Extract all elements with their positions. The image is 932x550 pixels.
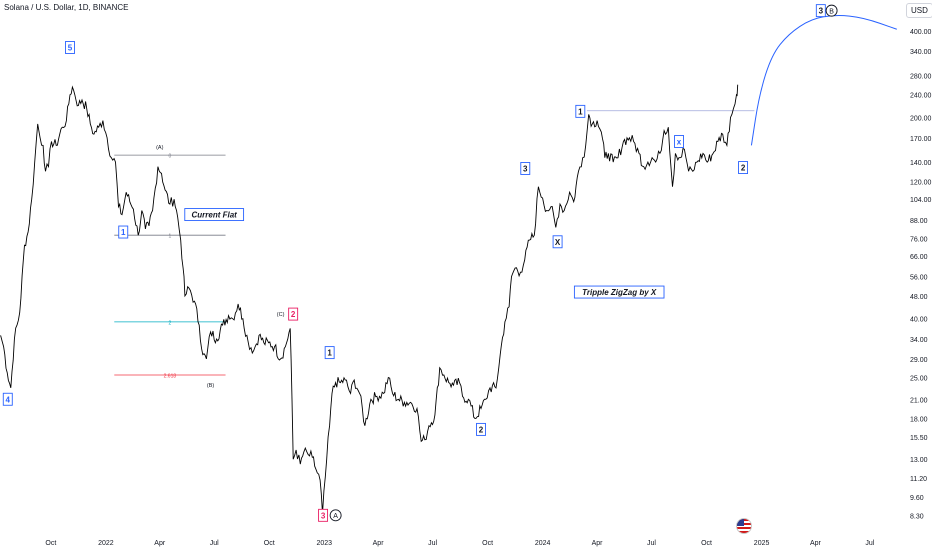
y-tick-label: 88.00 — [910, 218, 928, 225]
y-tick-label: 66.00 — [910, 254, 928, 261]
wave-circle-text: A — [333, 513, 338, 520]
wave-label: 4 — [6, 395, 11, 404]
y-tick-label: 120.00 — [910, 179, 932, 186]
wave-label-box — [2, 392, 13, 406]
sub-wave-label: (B) — [207, 383, 215, 389]
projection-path — [750, 15, 897, 146]
x-tick-label: Apr — [592, 540, 604, 547]
currency-badge[interactable]: USD — [906, 3, 932, 18]
wave-circle-label — [329, 509, 342, 522]
wave-label-box — [118, 225, 129, 239]
x-tick-label: Jul — [210, 540, 219, 547]
y-tick-label: 76.00 — [910, 236, 928, 243]
wave-label: x — [677, 138, 682, 147]
wave-circle-text: B — [829, 8, 834, 15]
fib-level-label: 2.618 — [164, 373, 177, 379]
time-axis[interactable]: Oct 2022 Apr Jul Oct 2023 Apr Jul Oct 2024 Apr Jul O… — [45, 540, 874, 547]
fib-level-label: 0 — [169, 154, 172, 160]
y-tick-label: 48.00 — [910, 294, 928, 301]
x-tick-label: Apr — [373, 540, 385, 547]
wave-label: 3 — [321, 511, 326, 520]
wave-label-box — [288, 307, 299, 321]
y-tick-label: 340.00 — [910, 49, 932, 56]
wave-circle-label — [825, 4, 838, 17]
us-flag-icon[interactable] — [736, 518, 752, 534]
y-tick-label: 21.00 — [910, 397, 928, 404]
y-tick-label: 240.00 — [910, 93, 932, 100]
wave-label-box — [552, 235, 563, 249]
wave-label-box — [520, 162, 531, 175]
wave-label: 2 — [291, 310, 296, 319]
y-tick-label: 34.00 — [910, 337, 928, 344]
x-tick-label: Apr — [154, 540, 166, 547]
wave-label-box — [738, 161, 748, 174]
price-axis[interactable]: 400.00 340.00 280.00 240.00 200.00 170.00 140.… — [910, 29, 932, 521]
y-tick-label: 8.30 — [910, 513, 924, 520]
wave-label-box — [65, 41, 75, 54]
sub-wave-label: (C) — [277, 312, 285, 318]
wave-label-box — [324, 346, 335, 360]
chart-title: Solana / U.S. Dollar, 1D, BINANCE — [4, 3, 129, 12]
x-tick-label: Jul — [428, 540, 437, 547]
y-tick-label: 29.00 — [910, 357, 928, 364]
wave-label-box — [318, 508, 329, 522]
y-tick-label: 40.00 — [910, 317, 928, 324]
wave-label: X — [555, 238, 561, 247]
x-tick-label: 2025 — [754, 540, 770, 547]
price-line — [0, 84, 739, 514]
y-tick-label: 11.20 — [910, 476, 927, 483]
y-tick-label: 25.00 — [910, 375, 928, 382]
wave-label-box — [476, 422, 486, 436]
y-tick-label: 140.00 — [910, 160, 932, 167]
x-tick-label: Oct — [264, 540, 275, 547]
y-tick-label: 9.60 — [910, 495, 924, 502]
y-tick-label: 170.00 — [910, 136, 932, 143]
y-tick-label: 280.00 — [910, 73, 932, 80]
wave-label: 1 — [327, 349, 332, 358]
y-tick-label: 18.00 — [910, 417, 928, 424]
wave-label: 5 — [68, 43, 73, 52]
x-tick-label: Oct — [45, 540, 56, 547]
overlays: 0 1 2 2.618 — [114, 15, 897, 379]
annotation-text: Tripple ZigZag by X — [582, 288, 657, 297]
y-tick-label: 200.00 — [910, 115, 932, 122]
wave-label: 3 — [523, 164, 528, 173]
wave-label-box — [674, 135, 684, 148]
x-tick-label: Apr — [810, 540, 822, 547]
wave-label: 2 — [741, 164, 746, 173]
wave-label: 1 — [578, 107, 583, 116]
y-tick-label: 104.00 — [910, 197, 932, 204]
sub-wave-label: (A) — [156, 145, 164, 151]
x-tick-label: 2024 — [535, 540, 551, 547]
annotation-text: Current Flat — [192, 211, 238, 220]
fib-level-label: 2 — [169, 320, 172, 326]
annotation-box — [573, 285, 665, 299]
annotation-box — [184, 208, 245, 222]
x-tick-label: Oct — [701, 540, 712, 547]
wave-label: 3 — [819, 7, 824, 16]
x-tick-label: Jul — [865, 540, 874, 547]
x-tick-label: 2022 — [98, 540, 114, 547]
wave-label: 2 — [479, 425, 484, 434]
y-tick-label: 56.00 — [910, 275, 928, 282]
y-tick-label: 15.50 — [910, 435, 928, 442]
y-tick-label: 400.00 — [910, 29, 932, 36]
wave-label-box — [815, 4, 826, 18]
fib-level-label: 1 — [169, 234, 172, 240]
x-tick-label: Jul — [647, 540, 656, 547]
wave-label: 1 — [121, 228, 126, 237]
x-tick-label: 2023 — [316, 540, 332, 547]
x-tick-label: Oct — [482, 540, 493, 547]
price-series — [0, 84, 739, 514]
y-tick-label: 13.00 — [910, 457, 928, 464]
wave-label-box — [575, 104, 586, 118]
